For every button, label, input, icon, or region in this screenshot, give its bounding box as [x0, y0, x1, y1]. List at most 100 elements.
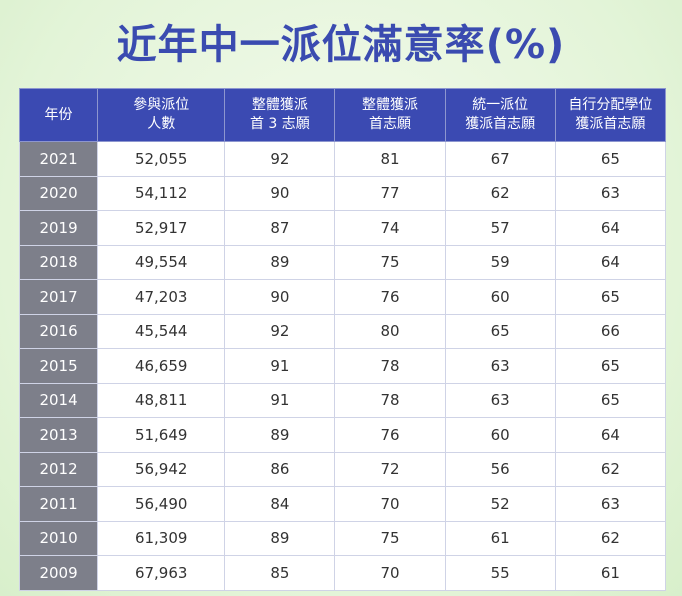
- table-cell: 46,659: [97, 348, 226, 384]
- table-cell: 75: [334, 520, 446, 556]
- page-title: 近年中一派位滿意率(%): [116, 22, 566, 68]
- table-cell: 56: [444, 451, 556, 487]
- table-cell: 80: [334, 313, 446, 349]
- year-cell: 2010: [18, 520, 99, 556]
- column-header-line: 首志願: [369, 116, 412, 132]
- table-cell: 63: [554, 486, 667, 522]
- column-header-line: 自行分配學位: [568, 97, 653, 113]
- table-cell: 76: [334, 279, 446, 315]
- year-cell: 2014: [18, 382, 99, 418]
- year-cell: 2016: [18, 313, 99, 349]
- column-header-line: 獲派首志願: [575, 116, 646, 132]
- table-cell: 77: [334, 175, 446, 211]
- table-cell: 61: [554, 555, 667, 591]
- table-cell: 63: [444, 348, 556, 384]
- column-header-line: 獲派首志願: [465, 116, 536, 132]
- table-cell: 86: [224, 451, 336, 487]
- table-cell: 70: [334, 486, 446, 522]
- table-row: 2020 54,112 90 77 62 63: [18, 175, 667, 211]
- table-cell: 78: [334, 348, 446, 384]
- column-header-5: 自行分配學位 獲派首志願: [554, 88, 667, 142]
- table-row: 2021 52,055 92 81 67 65: [18, 141, 667, 177]
- column-header-2: 整體獲派首 3 志願: [224, 88, 336, 142]
- table-cell: 89: [224, 417, 336, 453]
- table-cell: 64: [554, 417, 667, 453]
- table-cell: 65: [554, 279, 667, 315]
- year-cell: 2018: [18, 244, 99, 280]
- table-cell: 59: [444, 244, 556, 280]
- table-row: 2019 52,917 87 74 57 64: [18, 210, 667, 246]
- year-cell: 2020: [18, 175, 99, 211]
- table-cell: 51,649: [97, 417, 226, 453]
- table-cell: 64: [554, 210, 667, 246]
- table-cell: 48,811: [97, 382, 226, 418]
- table-cell: 72: [334, 451, 446, 487]
- table-cell: 62: [554, 451, 667, 487]
- table-cell: 49,554: [97, 244, 226, 280]
- table-cell: 90: [224, 175, 336, 211]
- table-cell: 45,544: [97, 313, 226, 349]
- year-cell: 2021: [18, 141, 99, 177]
- table-cell: 66: [554, 313, 667, 349]
- table-row: 2015 46,659 91 78 63 65: [18, 348, 667, 384]
- table-cell: 60: [444, 279, 556, 315]
- table-cell: 84: [224, 486, 336, 522]
- table-cell: 78: [334, 382, 446, 418]
- table-header-row: 年份 參與派位 人數 整體獲派首 3 志願 整體獲派 首志願 統一派位 獲派首志願 自行分配學位…: [18, 88, 667, 142]
- table-cell: 57: [444, 210, 556, 246]
- table-cell: 60: [444, 417, 556, 453]
- table-cell: 56,942: [97, 451, 226, 487]
- column-header-line: 年份: [44, 106, 73, 123]
- column-header-1: 參與派位 人數: [97, 88, 226, 142]
- year-cell: 2011: [18, 486, 99, 522]
- table-cell: 67: [444, 141, 556, 177]
- table-cell: 61,309: [97, 520, 226, 556]
- column-header-line: 統一派位: [472, 97, 529, 113]
- table-row: 2017 47,203 90 76 60 65: [18, 279, 667, 315]
- table-cell: 91: [224, 348, 336, 384]
- table-cell: 47,203: [97, 279, 226, 315]
- table-cell: 65: [554, 141, 667, 177]
- table-cell: 52,055: [97, 141, 226, 177]
- table-cell: 56,490: [97, 486, 226, 522]
- column-header-line: 人數: [147, 116, 176, 132]
- table-body: 2021 52,055 92 81 67 65 2020 54,112 90 77 62 63 2019…: [18, 141, 667, 591]
- table-cell: 63: [444, 382, 556, 418]
- table-row: 2011 56,490 84 70 52 63: [18, 486, 667, 522]
- year-cell: 2017: [18, 279, 99, 315]
- table-row: 2012 56,942 86 72 56 62: [18, 451, 667, 487]
- table-cell: 75: [334, 244, 446, 280]
- table-row: 2016 45,544 92 80 65 66: [18, 313, 667, 349]
- table-cell: 62: [554, 520, 667, 556]
- column-header-line: 首 3 志願: [249, 116, 310, 132]
- table-cell: 74: [334, 210, 446, 246]
- table-cell: 55: [444, 555, 556, 591]
- table-cell: 90: [224, 279, 336, 315]
- table-cell: 52: [444, 486, 556, 522]
- table-cell: 52,917: [97, 210, 226, 246]
- table-cell: 65: [554, 348, 667, 384]
- table-row: 2014 48,811 91 78 63 65: [18, 382, 667, 418]
- table-cell: 64: [554, 244, 667, 280]
- column-header-line: 整體獲派: [362, 97, 419, 113]
- table-cell: 65: [444, 313, 556, 349]
- table-cell: 89: [224, 520, 336, 556]
- table-cell: 63: [554, 175, 667, 211]
- column-header-3: 整體獲派 首志願: [334, 88, 446, 142]
- year-cell: 2019: [18, 210, 99, 246]
- table-cell: 89: [224, 244, 336, 280]
- table-cell: 92: [224, 313, 336, 349]
- column-header-line: 整體獲派: [251, 97, 308, 113]
- table-cell: 81: [334, 141, 446, 177]
- table-row: 2013 51,649 89 76 60 64: [18, 417, 667, 453]
- table-row: 2018 49,554 89 75 59 64: [18, 244, 667, 280]
- table-cell: 92: [224, 141, 336, 177]
- table-cell: 61: [444, 520, 556, 556]
- table-cell: 70: [334, 555, 446, 591]
- table-cell: 54,112: [97, 175, 226, 211]
- table-cell: 85: [224, 555, 336, 591]
- table-cell: 76: [334, 417, 446, 453]
- table-row: 2010 61,309 89 75 61 62: [18, 520, 667, 556]
- year-cell: 2015: [18, 348, 99, 384]
- table-row: 2009 67,963 85 70 55 61: [18, 555, 667, 591]
